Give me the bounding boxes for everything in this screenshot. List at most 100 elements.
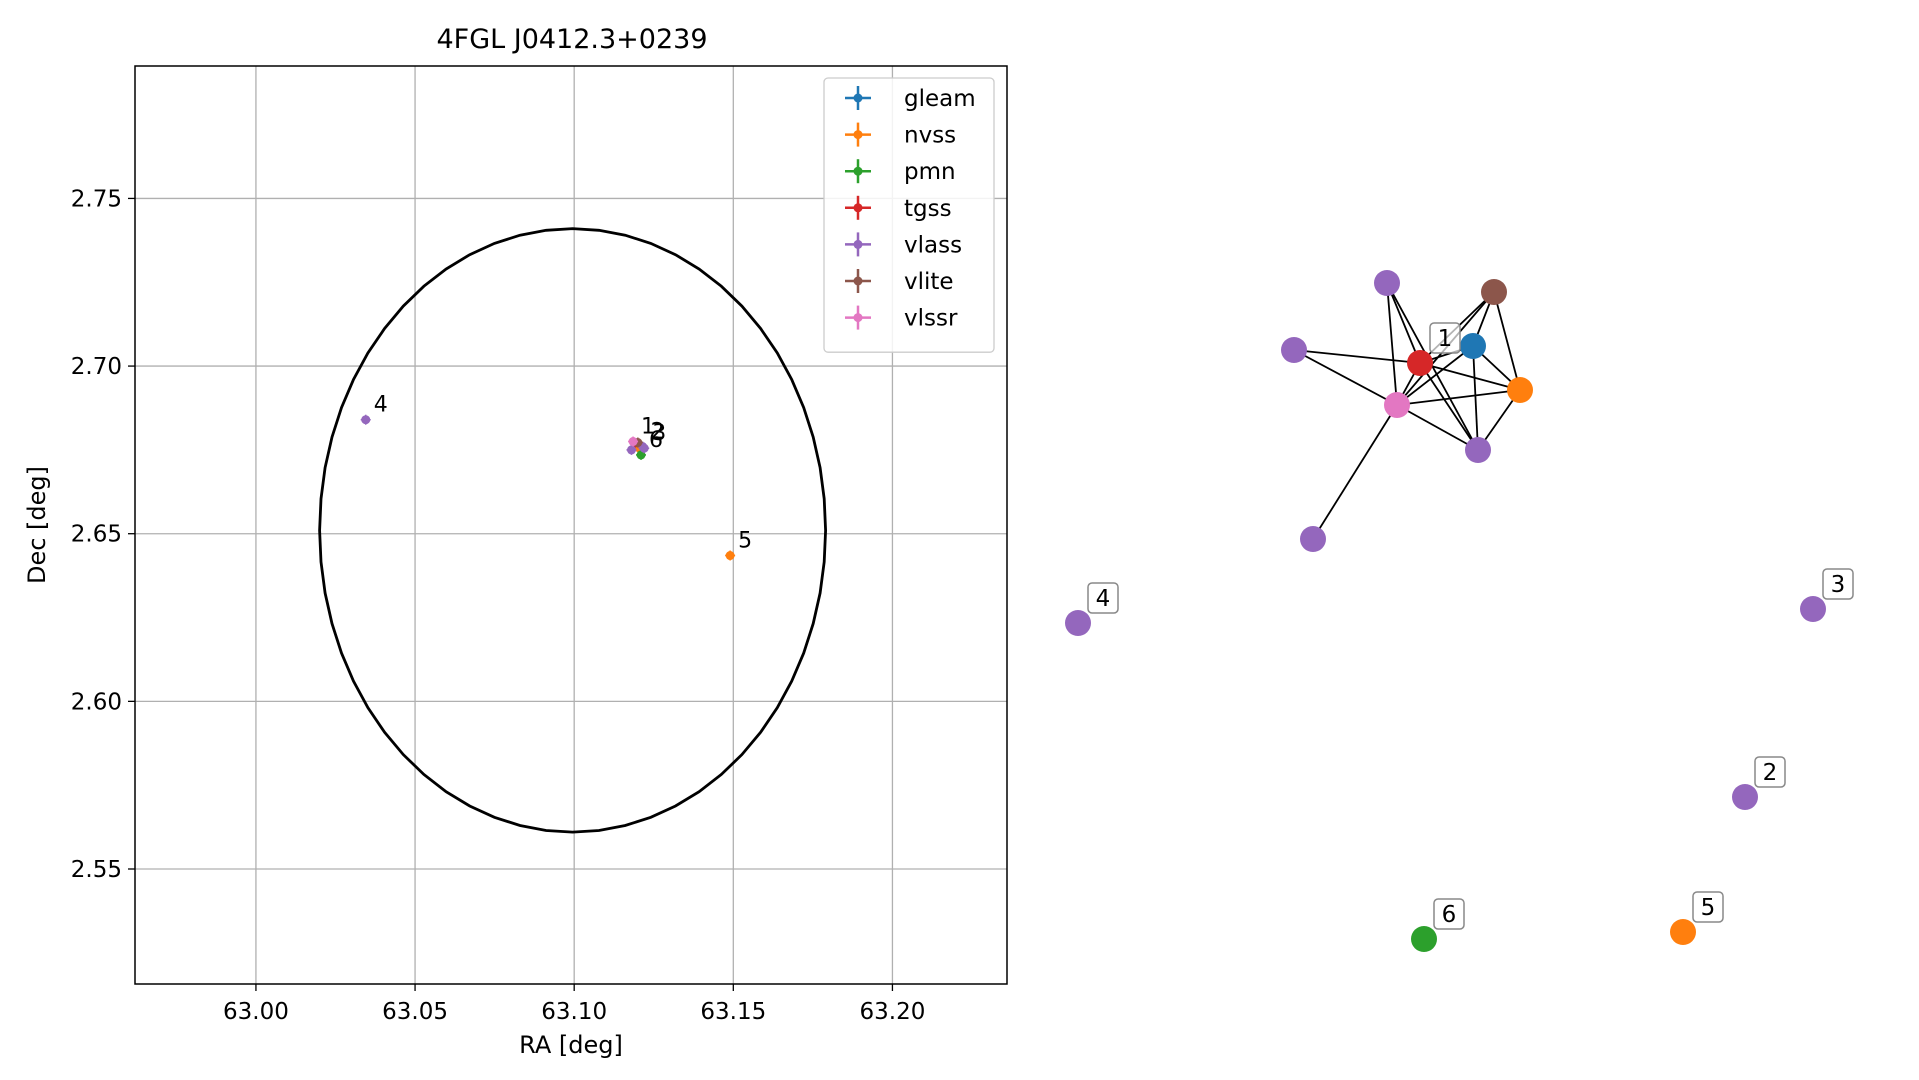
legend-box	[823, 77, 995, 353]
network-node-label: 3	[1822, 568, 1854, 600]
legend-marker-dot	[853, 239, 863, 249]
data-point-vlssr	[628, 436, 639, 447]
network-edge	[1312, 404, 1398, 540]
legend-item-pmn: pmn	[845, 159, 956, 185]
legend-item-gleam: gleam	[845, 86, 976, 112]
network-edge	[1419, 362, 1521, 391]
plot-frame	[134, 65, 1008, 985]
legend-marker-dot	[853, 130, 863, 140]
network-node-label: 5	[1692, 891, 1724, 923]
legend-item-tgss: tgss	[845, 195, 952, 222]
network-node-label: 4	[1087, 582, 1119, 614]
network-node	[1065, 610, 1091, 636]
network-node	[1465, 437, 1491, 463]
label-box	[1433, 898, 1465, 930]
point-label: 4	[374, 393, 388, 418]
network-node	[1281, 337, 1307, 363]
label-text: 1	[1438, 326, 1453, 352]
label-text: 5	[1701, 895, 1716, 921]
point-marker	[636, 450, 646, 460]
data-point-nvss	[725, 550, 736, 561]
legend-item-nvss: nvss	[845, 122, 956, 149]
label-box	[1692, 891, 1724, 923]
network-node	[1670, 919, 1696, 945]
legend: gleam nvss pmn tgss vlass vlite vlssr	[823, 77, 995, 353]
label-box	[1822, 568, 1854, 600]
data-point-vlass	[360, 414, 371, 425]
data-point-vlass	[639, 443, 650, 454]
network-node	[1411, 926, 1437, 952]
point-labels-layer: 5 623 4 1	[374, 393, 752, 554]
point-marker	[626, 445, 636, 455]
point-label: 3	[652, 421, 666, 446]
x-axis-label: RA [deg]	[519, 1031, 623, 1059]
legend-item-vlass: vlass	[845, 232, 962, 258]
network-node	[1507, 377, 1533, 403]
network-edge	[1293, 349, 1421, 364]
legend-label: pmn	[904, 159, 956, 185]
network-edge	[1386, 282, 1398, 406]
error-ellipse-layer	[318, 227, 828, 834]
x-tick-label: 63.05	[382, 999, 448, 1025]
point-label: 6	[649, 428, 663, 453]
x-tick-label: 63.10	[541, 999, 607, 1025]
axis-ticks: 63.00 63.05 63.10 63.15 63.20 2.55 2.60 2.65 2.7…	[71, 186, 926, 1025]
network-node	[1481, 279, 1507, 305]
point-label: 1	[641, 415, 655, 440]
legend-item-vlssr: vlssr	[845, 305, 958, 332]
y-tick-label: 2.65	[71, 522, 122, 548]
network-edge	[1396, 345, 1474, 406]
data-point-vlass	[626, 444, 637, 455]
network-edge	[1293, 349, 1398, 406]
x-tick-label: 63.20	[860, 999, 926, 1025]
network-node	[1300, 526, 1326, 552]
point-marker	[628, 437, 638, 447]
legend-label: vlass	[904, 232, 962, 258]
legend-label: vlite	[904, 269, 954, 295]
y-tick-label: 2.75	[71, 186, 122, 212]
network-node-label: 1	[1429, 322, 1461, 354]
network-node	[1460, 333, 1486, 359]
network-node	[1374, 270, 1400, 296]
legend-marker-dot	[853, 313, 863, 323]
point-label: 5	[738, 529, 752, 554]
network-edge	[1493, 291, 1521, 391]
legend-item-vlite: vlite	[845, 269, 954, 295]
y-tick-label: 2.55	[71, 857, 122, 883]
legend-label: tgss	[904, 196, 952, 222]
y-tick-label: 2.70	[71, 354, 122, 380]
label-box	[1429, 322, 1461, 354]
network-node	[1407, 350, 1433, 376]
network-node	[1800, 596, 1826, 622]
legend-marker-dot	[853, 276, 863, 286]
scatter-plot: 4FGL J0412.3+0239 5 623 4 1 63.00 63.05 63.10…	[23, 24, 1008, 1059]
legend-marker-dot	[853, 93, 863, 103]
point-marker	[361, 415, 371, 425]
network-edge	[1419, 362, 1479, 451]
network-edge	[1472, 345, 1479, 451]
y-tick-label: 2.60	[71, 689, 122, 715]
error-ellipse	[318, 227, 828, 834]
legend-label: gleam	[904, 86, 976, 112]
point-marker	[639, 443, 649, 453]
network-nodes	[1065, 270, 1826, 952]
label-text: 3	[1831, 572, 1846, 598]
network-node-labels: 1 4 3 2 6 5	[1087, 322, 1854, 930]
legend-label: vlssr	[904, 306, 958, 332]
network-node-label: 2	[1754, 756, 1786, 788]
network-edge	[1396, 389, 1521, 406]
legend-label: nvss	[904, 123, 956, 149]
label-text: 4	[1096, 586, 1111, 612]
x-tick-label: 63.15	[700, 999, 766, 1025]
network-node	[1384, 392, 1410, 418]
legend-marker-dot	[853, 203, 863, 213]
data-points-layer	[360, 414, 736, 561]
y-axis-label: Dec [deg]	[23, 466, 51, 584]
network-node-label: 6	[1433, 898, 1465, 930]
point-label: 2	[651, 420, 665, 445]
label-text: 2	[1763, 760, 1778, 786]
network-node	[1732, 784, 1758, 810]
label-box	[1087, 582, 1119, 614]
label-text: 6	[1442, 902, 1457, 928]
